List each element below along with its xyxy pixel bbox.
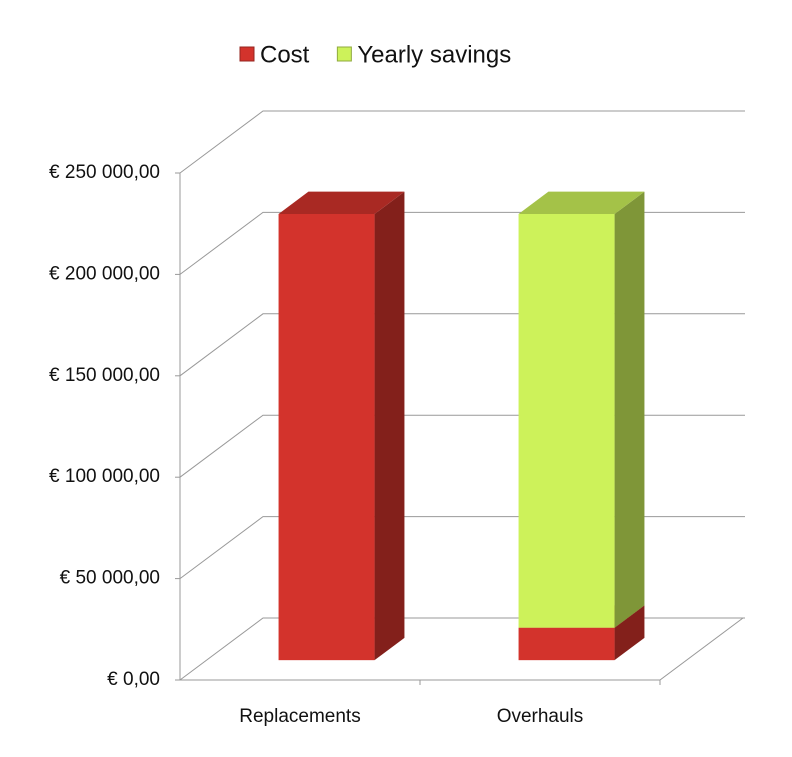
y-tick-label: € 200 000,00 [49, 263, 160, 284]
legend-label: Yearly savings [357, 41, 511, 68]
y-tick-label: € 100 000,00 [49, 466, 160, 487]
legend: Cost Yearly savings [239, 41, 511, 68]
bar [518, 627, 615, 661]
x-tick-label: Overhauls [497, 706, 584, 727]
grid-line [179, 211, 745, 275]
legend-swatch [239, 46, 255, 62]
grid-line [179, 110, 745, 174]
y-tick-label: € 0,00 [107, 669, 160, 690]
grid-line [179, 516, 745, 580]
axis-wall [180, 617, 744, 681]
y-tick-label: € 150 000,00 [49, 365, 160, 386]
legend-swatch [336, 46, 352, 62]
x-tick-label: Replacements [239, 706, 360, 727]
bar [278, 214, 375, 661]
bar-top [518, 191, 645, 214]
grid-line [179, 414, 745, 478]
bar-side [374, 191, 405, 661]
bar-top [278, 191, 405, 214]
grid-line [179, 617, 745, 681]
legend-label: Cost [260, 41, 310, 68]
bar-side [614, 605, 645, 661]
y-tick-label: € 250 000,00 [49, 162, 160, 183]
bar [518, 214, 615, 628]
grid-line [179, 313, 745, 377]
bar-side [614, 191, 645, 628]
y-tick-label: € 50 000,00 [60, 568, 160, 589]
